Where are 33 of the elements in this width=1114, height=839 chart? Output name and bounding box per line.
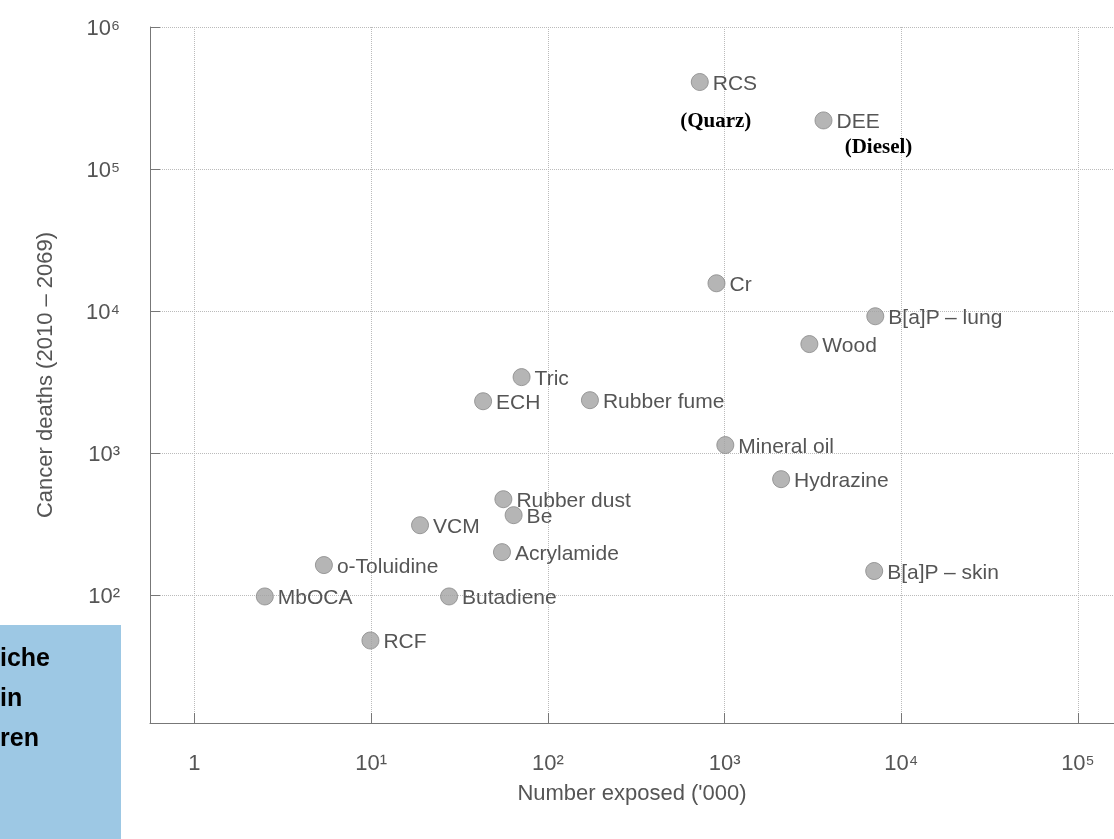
annotation: Rubber fume <box>602 388 725 412</box>
y-axis-title: Cancer deaths (2010 – 2069) <box>31 231 57 519</box>
y-tick-label: 10² <box>88 582 120 608</box>
y-tick-label: 10⁶ <box>86 14 120 40</box>
annotation: Hydrazine <box>794 467 889 491</box>
annotation: Wood <box>822 332 877 356</box>
annotation: (Diesel) <box>844 134 913 159</box>
annotation: Mineral oil <box>738 433 835 457</box>
annotation: VCM <box>433 513 480 537</box>
annotation: Butadiene <box>462 584 557 608</box>
annotation: Acrylamide <box>514 540 619 564</box>
x-tick-label: 10¹ <box>355 749 388 775</box>
annotation: B[a]P – lung <box>888 304 1003 328</box>
x-tick-label: 1 <box>188 749 201 775</box>
x-tick-label: 10² <box>531 749 564 775</box>
annotation: DEE <box>836 108 880 132</box>
y-tick-label: 10⁴ <box>86 298 120 324</box>
annotation: o-Toluidine <box>336 553 439 577</box>
x-tick-label: 10³ <box>708 749 741 775</box>
x-tick-label: 10⁴ <box>884 749 919 775</box>
annotation: (Quarz) <box>680 108 752 132</box>
annotation: RCF <box>383 628 427 652</box>
annotation: MbOCA <box>277 584 353 608</box>
annotation: Tric <box>534 365 569 389</box>
annotation: ECH <box>496 389 541 413</box>
annotation: Cr <box>729 271 752 295</box>
annotation: B[a]P – skin <box>887 559 999 583</box>
annotation: RCS <box>712 70 758 94</box>
y-tick-label: 10³ <box>88 440 120 466</box>
note-box: iche in ren <box>0 625 121 839</box>
y-tick-label: 10⁵ <box>86 156 120 182</box>
x-axis-title: Number exposed ('000) <box>517 779 747 805</box>
x-tick-label: 10⁵ <box>1061 749 1095 775</box>
